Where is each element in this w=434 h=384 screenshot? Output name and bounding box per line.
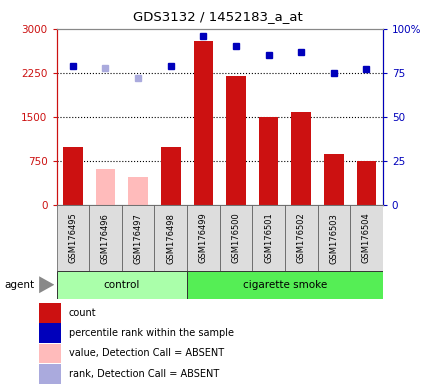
Text: GSM176504: GSM176504 bbox=[361, 213, 370, 263]
Bar bbox=[39, 323, 61, 343]
Bar bbox=[317, 205, 349, 271]
Text: percentile rank within the sample: percentile rank within the sample bbox=[69, 328, 233, 338]
Text: GSM176496: GSM176496 bbox=[101, 213, 110, 263]
Bar bbox=[128, 177, 148, 205]
Bar bbox=[161, 147, 180, 205]
Bar bbox=[154, 205, 187, 271]
Bar bbox=[252, 205, 284, 271]
Text: GSM176499: GSM176499 bbox=[198, 213, 207, 263]
Text: rank, Detection Call = ABSENT: rank, Detection Call = ABSENT bbox=[69, 369, 219, 379]
Bar bbox=[39, 344, 61, 363]
Bar bbox=[39, 303, 61, 323]
Bar bbox=[187, 271, 382, 299]
Text: GSM176497: GSM176497 bbox=[133, 213, 142, 263]
Bar bbox=[219, 205, 252, 271]
Bar bbox=[258, 117, 278, 205]
Bar bbox=[56, 205, 89, 271]
Bar bbox=[349, 205, 382, 271]
Text: GSM176501: GSM176501 bbox=[263, 213, 273, 263]
Text: GDS3132 / 1452183_a_at: GDS3132 / 1452183_a_at bbox=[132, 10, 302, 23]
Text: count: count bbox=[69, 308, 96, 318]
Bar bbox=[284, 205, 317, 271]
Text: cigarette smoke: cigarette smoke bbox=[242, 280, 326, 290]
Text: GSM176495: GSM176495 bbox=[68, 213, 77, 263]
Text: GSM176498: GSM176498 bbox=[166, 213, 175, 263]
Bar bbox=[89, 205, 122, 271]
Text: GSM176502: GSM176502 bbox=[296, 213, 305, 263]
Bar bbox=[95, 169, 115, 205]
Text: control: control bbox=[103, 280, 140, 290]
Text: agent: agent bbox=[4, 280, 34, 290]
Bar bbox=[226, 76, 245, 205]
Bar bbox=[63, 147, 82, 205]
Bar bbox=[187, 205, 219, 271]
Text: GSM176500: GSM176500 bbox=[231, 213, 240, 263]
Text: value, Detection Call = ABSENT: value, Detection Call = ABSENT bbox=[69, 348, 224, 359]
Bar bbox=[323, 154, 343, 205]
Polygon shape bbox=[39, 276, 54, 293]
Bar bbox=[356, 161, 375, 205]
Text: GSM176503: GSM176503 bbox=[329, 213, 338, 263]
Bar bbox=[193, 41, 213, 205]
Bar bbox=[39, 364, 61, 384]
Bar bbox=[122, 205, 154, 271]
Bar bbox=[56, 271, 187, 299]
Bar bbox=[291, 113, 310, 205]
